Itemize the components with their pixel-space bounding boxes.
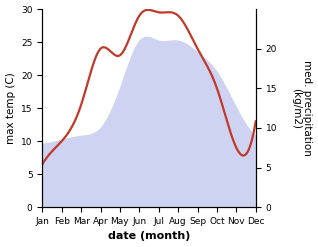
Y-axis label: med. precipitation
(kg/m2): med. precipitation (kg/m2)	[291, 60, 313, 156]
X-axis label: date (month): date (month)	[108, 231, 190, 242]
Y-axis label: max temp (C): max temp (C)	[5, 72, 16, 144]
